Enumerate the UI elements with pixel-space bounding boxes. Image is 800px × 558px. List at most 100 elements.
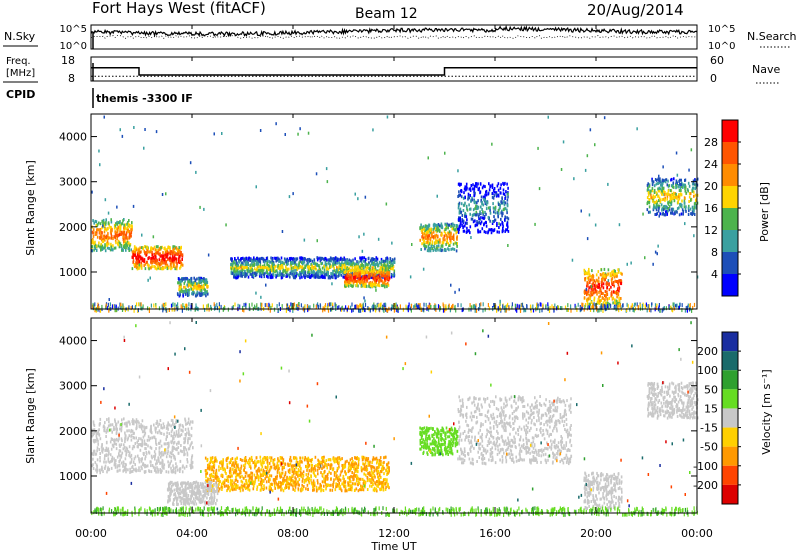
power-point [604, 298, 606, 301]
power-point [246, 266, 248, 269]
power-point [122, 232, 124, 235]
power-point [363, 303, 364, 307]
power-point [272, 273, 274, 276]
power-point [597, 280, 599, 283]
velocity-point [180, 449, 182, 452]
power-point [387, 282, 389, 285]
power-point [268, 260, 270, 263]
power-point [256, 185, 258, 188]
power-point [484, 230, 486, 233]
power-point [389, 271, 391, 274]
power-point [432, 240, 434, 243]
velocity-point [97, 458, 99, 461]
power-point [330, 265, 332, 268]
power-point [603, 286, 605, 289]
power-point [652, 200, 654, 203]
power-point [128, 236, 130, 239]
power-point [534, 223, 536, 226]
power-point [103, 240, 105, 243]
power-point [125, 249, 127, 252]
power-point [656, 206, 658, 209]
power-point [384, 303, 386, 306]
velocity-point [121, 439, 123, 442]
power-point [411, 304, 412, 308]
power-point [590, 297, 592, 300]
power-point [507, 187, 509, 190]
power-point [107, 227, 109, 230]
power-point [348, 285, 350, 288]
power-point [172, 255, 174, 258]
velocity-point [125, 422, 127, 425]
power-point [423, 236, 425, 239]
velocity-point [91, 429, 93, 432]
power-point [270, 276, 272, 279]
power-point [153, 304, 154, 308]
power-point [470, 189, 472, 192]
power-point [608, 283, 610, 286]
power-point [133, 253, 135, 256]
power-point [654, 184, 656, 187]
power-point [324, 308, 325, 312]
power-point [442, 245, 444, 248]
power-point [281, 257, 283, 260]
power-point [671, 194, 673, 197]
power-point [102, 247, 104, 250]
power-point [368, 282, 370, 285]
frequency-trace [91, 63, 697, 81]
power-point [99, 236, 101, 239]
power-point [132, 267, 134, 270]
power-point [482, 210, 484, 213]
power-point [324, 271, 326, 274]
power-point [597, 301, 599, 304]
colorbar-tick-label: 24 [704, 158, 718, 171]
power-point [144, 252, 146, 255]
power-point [145, 267, 147, 270]
power-point [123, 235, 125, 238]
power-point [649, 201, 651, 204]
power-point [677, 199, 679, 202]
power-point [234, 257, 236, 260]
power-point [125, 246, 127, 249]
power-point [283, 262, 285, 265]
power-point [280, 260, 282, 263]
power-point [178, 277, 180, 280]
power-point [459, 225, 461, 228]
power-point [138, 250, 140, 253]
power-point [198, 285, 200, 288]
power-point [304, 265, 306, 268]
power-point [598, 286, 600, 289]
power-point [169, 257, 171, 260]
power-point [684, 196, 686, 199]
power-point [684, 202, 686, 205]
power-point [456, 237, 458, 240]
power-point [426, 231, 428, 234]
power-point [658, 210, 660, 213]
power-point [474, 220, 476, 223]
power-point [375, 273, 377, 276]
power-point [452, 247, 454, 250]
power-point [675, 304, 677, 307]
power-point [123, 245, 125, 248]
power-point [101, 305, 102, 309]
velocity-point [144, 447, 146, 450]
power-point [475, 224, 477, 227]
power-point [452, 223, 454, 226]
power-point [652, 187, 654, 190]
power-point [439, 249, 441, 252]
power-point [104, 228, 106, 231]
power-point [92, 245, 94, 248]
power-point [121, 244, 123, 247]
power-point [149, 309, 150, 313]
velocity-point [129, 445, 131, 448]
power-point [389, 261, 391, 264]
velocity-point [189, 433, 191, 436]
power-point [333, 262, 335, 265]
power-point [199, 277, 201, 280]
power-point [361, 257, 363, 260]
power-point [108, 247, 110, 250]
power-point [261, 306, 262, 310]
power-point [611, 271, 613, 274]
velocity-point [92, 464, 94, 467]
power-point [117, 226, 119, 229]
